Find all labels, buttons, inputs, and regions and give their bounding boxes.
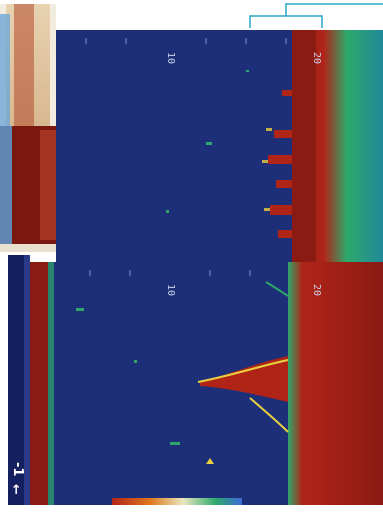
annotation-bracket — [249, 3, 383, 28]
top-echogram: 10 20 — [56, 30, 383, 268]
top-echogram-graphic: 10 20 — [56, 30, 383, 268]
inset-echogram-graphic — [0, 4, 56, 252]
bottom-echogram: 10 20 — [30, 262, 383, 505]
bottom-side-strip — [8, 255, 30, 505]
scale-readout-value: -1 — [10, 462, 25, 477]
arrow-left-icon: ← — [7, 484, 23, 495]
top-depth-label-right: 20 — [311, 52, 322, 64]
bottom-echogram-graphic: 10 20 — [30, 262, 383, 505]
scale-readout: ← -1 — [8, 462, 30, 502]
bottom-depth-label-mid: 10 — [165, 284, 176, 296]
inset-echogram — [0, 4, 56, 252]
top-depth-label-mid: 10 — [165, 52, 176, 64]
bottom-color-scale — [112, 498, 242, 505]
bottom-depth-label-right: 20 — [311, 284, 322, 296]
